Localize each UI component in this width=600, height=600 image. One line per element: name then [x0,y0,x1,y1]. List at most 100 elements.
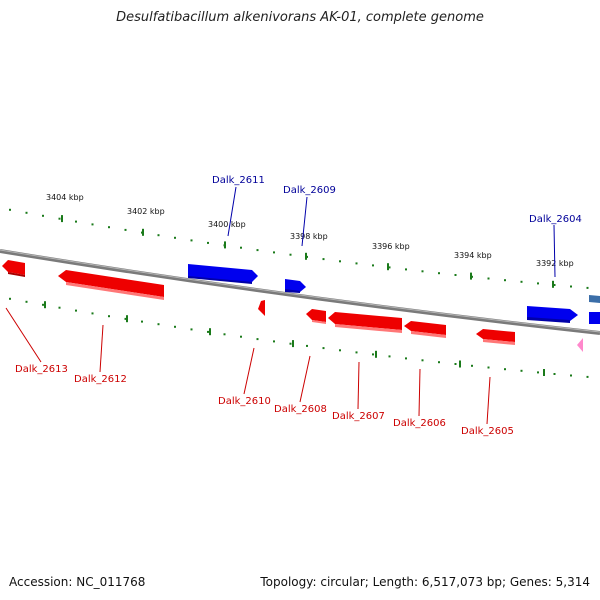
minor-tick [256,338,259,341]
minor-tick [372,353,374,356]
minor-tick [240,335,242,338]
reverse-gene[interactable] [476,329,515,345]
gene-label-dalk-2610[interactable]: Dalk_2610 [218,396,271,407]
minor-tick [9,297,11,300]
minor-tick [174,325,176,328]
forward-gene[interactable] [527,306,578,323]
gene-label-dalk-2609[interactable]: Dalk_2609 [283,185,336,196]
reverse-gene[interactable] [328,312,402,333]
major-tick [459,360,461,368]
gene-label-dalk-2613[interactable]: Dalk_2613 [15,364,68,375]
minor-tick [454,363,457,365]
minor-tick [438,361,440,364]
reverse-tick-track [9,297,589,378]
minor-tick [108,315,110,318]
minor-tick [520,369,523,372]
minor-tick [339,260,341,263]
gene-label-dalk-2605[interactable]: Dalk_2605 [461,426,514,437]
minor-tick [273,340,275,343]
major-tick [126,315,128,323]
minor-tick [471,364,473,367]
minor-tick [438,272,440,275]
gene-label-dalk-2606[interactable]: Dalk_2606 [393,418,446,429]
minor-tick [388,266,391,269]
major-tick [543,369,545,376]
scale-label: 3402 kbp [127,207,165,216]
scale-label: 3398 kbp [290,232,328,241]
minor-tick [25,300,28,303]
minor-tick [421,359,424,362]
minor-tick [355,351,358,354]
reverse-gene-partial[interactable] [577,338,583,352]
major-tick [305,252,307,260]
forward-gene[interactable] [285,279,306,293]
gene-label-dalk-2611[interactable]: Dalk_2611 [212,175,265,186]
minor-tick [504,279,506,282]
major-tick [387,263,389,271]
minor-tick [570,285,572,288]
minor-tick [141,320,143,323]
scale-label: 3404 kbp [46,193,84,202]
scale-label: 3400 kbp [208,220,246,229]
major-tick [209,328,211,336]
forward-gene[interactable] [188,264,258,284]
minor-tick [58,217,61,220]
minor-tick [124,228,127,231]
minor-tick [553,284,556,286]
minor-tick [322,258,325,261]
minor-tick [355,262,358,265]
minor-tick [306,344,308,347]
reverse-gene[interactable] [306,309,326,324]
reverse-gene[interactable] [2,260,25,277]
minor-tick [454,274,457,276]
minor-tick [405,268,407,271]
reverse-gene[interactable] [58,270,164,300]
map-title: Desulfatibacillum alkenivorans AK-01, co… [116,10,484,25]
minor-tick [553,373,556,375]
accession-text: Accession: NC_011768 [9,575,146,589]
minor-tick [190,239,193,242]
reverse-gene[interactable] [258,300,265,316]
genome-stats-text: Topology: circular; Length: 6,517,073 bp… [260,575,590,589]
gene-label-dalk-2607[interactable]: Dalk_2607 [332,411,385,422]
minor-tick [421,270,424,273]
gene-label-dalk-2608[interactable]: Dalk_2608 [274,404,327,415]
minor-tick [157,323,160,326]
genome-backbone [0,249,600,335]
minor-tick [504,368,506,371]
forward-gene-partial[interactable] [589,295,600,324]
minor-tick [9,208,11,211]
minor-tick [124,317,127,320]
minor-tick [256,249,259,252]
minor-tick [289,253,292,256]
minor-tick [339,349,341,352]
major-tick [375,350,377,358]
minor-tick [91,223,94,226]
scale-label: 3396 kbp [372,242,410,251]
minor-tick [487,366,490,369]
minor-tick [405,357,407,360]
major-tick [552,280,554,288]
minor-tick [207,330,209,333]
forward-tick-track [9,208,589,289]
minor-tick [157,234,160,237]
minor-tick [520,280,523,283]
minor-tick [322,347,325,350]
major-tick [61,215,63,223]
gene-label-dalk-2612[interactable]: Dalk_2612 [74,374,127,385]
gene-label-dalk-2604[interactable]: Dalk_2604 [529,214,582,225]
minor-tick [223,333,226,336]
minor-tick [42,214,44,217]
minor-tick [537,371,539,374]
minor-tick [207,241,209,244]
minor-tick [586,286,589,289]
minor-tick [75,309,77,312]
minor-tick [372,264,374,267]
minor-tick [273,251,275,254]
reverse-gene[interactable] [404,321,446,338]
major-tick [44,301,46,309]
minor-tick [91,312,94,315]
major-tick [470,272,472,280]
